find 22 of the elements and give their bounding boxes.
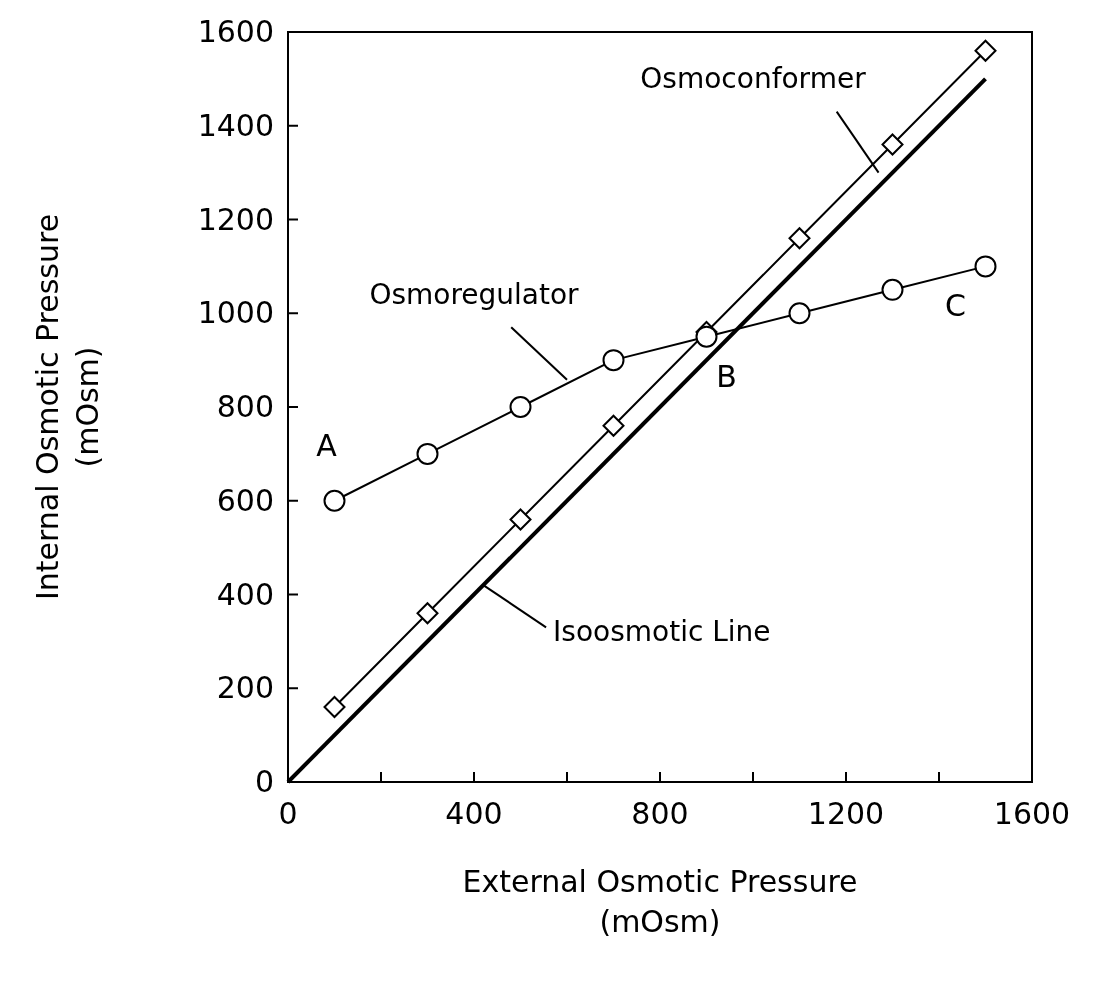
y-tick-label: 200 — [216, 670, 274, 706]
series-label: Osmoconformer — [640, 62, 867, 96]
x-tick-label: 0 — [278, 796, 298, 831]
x-tick-label: 800 — [631, 796, 689, 831]
y-tick-label: 1600 — [197, 14, 274, 49]
y-tick-label: 600 — [216, 482, 274, 518]
y-tick-label: 400 — [216, 576, 274, 612]
text: Isoosmotic Line — [553, 615, 771, 649]
y-tick-label: 1200 — [197, 201, 274, 237]
annotation: C — [945, 288, 966, 324]
annotation: B — [716, 358, 737, 394]
y-tick-label: 1400 — [197, 107, 274, 143]
y-axis-title: Internal Osmotic Pressure (mOsm) — [30, 213, 105, 601]
series-label: Osmoregulator — [369, 277, 580, 311]
y-tick-label: 1000 — [197, 295, 274, 331]
y-tick-label: 0 — [254, 764, 274, 799]
x-axis-title: External Osmotic Pressure (mOsm) — [462, 864, 858, 939]
x-tick-label: 400 — [445, 796, 503, 831]
x-tick-label: 1600 — [993, 796, 1071, 831]
x-tick-label: 1200 — [807, 796, 885, 831]
y-tick-label: 800 — [216, 389, 274, 424]
annotation: A — [316, 427, 338, 463]
